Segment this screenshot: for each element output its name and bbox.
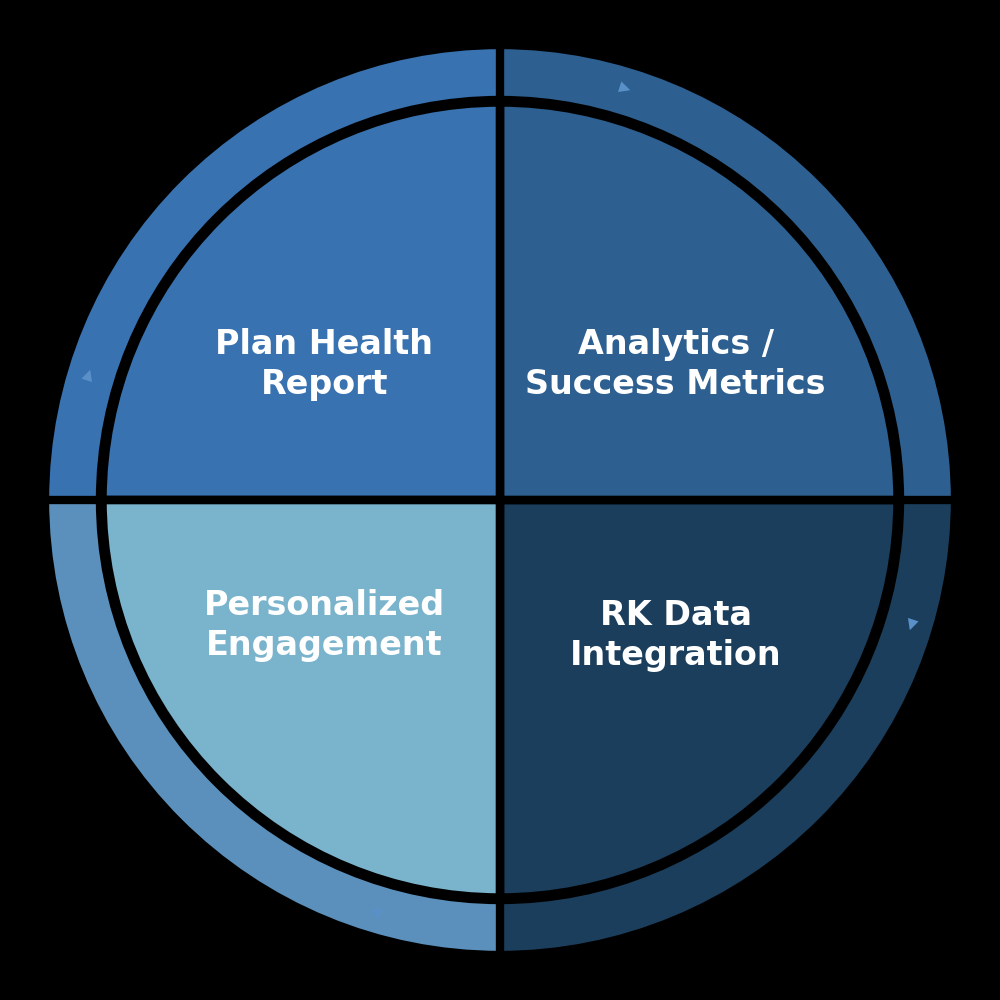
Text: Personalized
Engagement: Personalized Engagement bbox=[204, 589, 445, 662]
Text: RK Data
Integration: RK Data Integration bbox=[570, 599, 781, 672]
Text: Analytics /
Success Metrics: Analytics / Success Metrics bbox=[525, 328, 826, 401]
Text: Plan Health
Report: Plan Health Report bbox=[215, 328, 433, 401]
Wedge shape bbox=[45, 45, 500, 500]
Wedge shape bbox=[100, 500, 500, 900]
Wedge shape bbox=[45, 500, 500, 955]
Wedge shape bbox=[500, 100, 900, 500]
Wedge shape bbox=[500, 45, 955, 500]
Wedge shape bbox=[100, 100, 500, 500]
Wedge shape bbox=[500, 500, 955, 955]
Wedge shape bbox=[500, 500, 900, 900]
